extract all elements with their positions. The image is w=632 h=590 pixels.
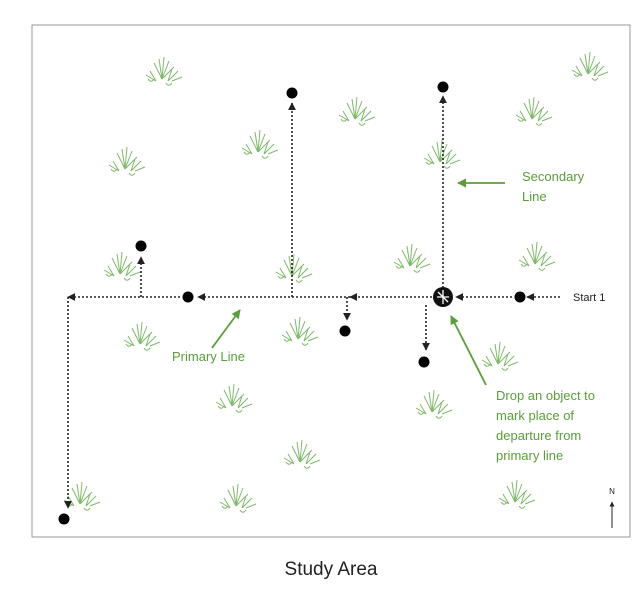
drop-object-label: Drop an object to mark place of departur… <box>496 388 599 463</box>
primary-line-label: Primary Line <box>172 349 245 364</box>
text-line: Secondary <box>522 169 585 184</box>
points <box>58 81 526 525</box>
dropped-object <box>433 287 453 307</box>
trails <box>64 95 560 509</box>
primary-arrow <box>211 309 241 349</box>
text-line: Line <box>522 189 547 204</box>
text-line: departure from <box>496 428 581 443</box>
start-label: Start 1 <box>573 292 605 304</box>
secondary-line-label: Secondary Line <box>522 169 588 204</box>
north-label: N <box>609 487 615 496</box>
caption: Study Area <box>285 559 378 580</box>
text-line: Drop an object to <box>496 388 595 403</box>
text-line: mark place of <box>496 408 574 423</box>
text-line: primary line <box>496 448 563 463</box>
drop-arrow <box>450 315 487 386</box>
